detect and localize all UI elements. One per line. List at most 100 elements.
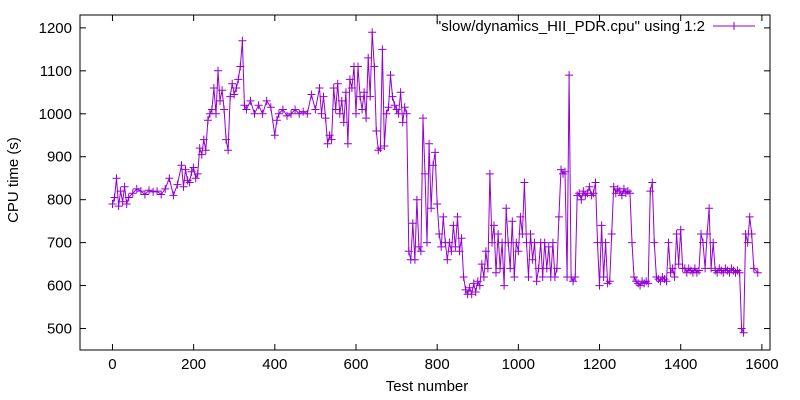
data-point-marker [238,36,247,45]
data-point-marker [735,268,744,277]
data-point-marker [532,277,541,286]
data-point-marker [195,144,204,153]
data-point-marker [520,178,529,187]
data-point-marker [443,255,452,264]
data-point-marker [579,187,588,196]
data-point-marker [216,96,224,105]
data-point-marker [333,79,342,88]
data-point-marker [457,234,466,243]
x-tick-label: 1200 [583,356,616,373]
data-point-marker [695,266,703,275]
data-point-marker [573,191,582,200]
data-point-marker [597,221,606,230]
data-point-marker [274,109,283,118]
legend: "slow/dynamics_HII_PDR.cpu" using 1:2 [436,18,755,35]
data-point-marker [319,92,328,101]
data-point-marker [197,150,206,159]
data-point-marker [335,109,344,118]
data-point-marker [287,109,296,118]
data-point-marker [644,279,653,288]
data-point-marker [433,200,442,208]
data-point-marker [212,109,220,118]
data-point-marker [483,264,492,273]
data-point-marker [593,238,602,247]
data-point-marker [169,191,178,200]
data-point-marker [559,169,567,178]
data-point-marker [321,114,330,123]
data-point-marker [502,204,511,213]
x-tick-label: 200 [181,356,206,373]
data-point-marker [485,169,494,178]
data-point-marker [114,202,123,211]
data-point-marker [240,101,249,110]
data-point-marker [538,273,547,281]
data-point-marker [672,230,681,238]
data-point-marker [550,273,559,281]
data-point-marker [648,178,657,187]
data-point-marker [589,189,598,198]
data-point-marker [421,169,429,178]
data-point-marker [733,266,742,275]
data-point-marker [374,146,383,155]
data-point-marker [705,204,714,213]
data-point-marker [343,139,352,148]
data-point-marker [512,238,521,247]
data-point-marker [587,191,596,200]
data-point-marker [542,264,551,273]
data-point-marker [477,260,486,269]
data-point-marker [670,273,679,281]
data-point-marker [218,86,227,95]
data-point-marker [203,116,212,125]
data-point-marker [585,182,594,191]
data-point-marker [471,288,480,296]
data-point-marker [234,75,243,84]
data-point-marker [179,182,188,191]
data-point-marker [311,105,320,114]
data-point-marker [737,324,746,333]
data-point-marker [410,255,419,264]
data-point-marker [412,195,421,204]
x-tick-label: 1000 [502,356,535,373]
data-point-marker [500,281,509,290]
data-point-marker [165,174,174,183]
data-point-marker [356,92,365,101]
data-point-marker [266,103,275,112]
data-point-marker [207,105,216,114]
data-point-marker [341,88,350,97]
data-point-marker [431,148,440,157]
data-point-marker [727,264,736,273]
data-point-marker [358,105,367,114]
x-tick-label: 400 [262,356,287,373]
data-point-marker [224,146,233,155]
data-point-marker [124,193,133,202]
data-point-marker [254,101,263,110]
data-point-marker [177,161,186,170]
data-point-marker [157,190,166,199]
data-point-marker [187,167,196,176]
data-point-marker [161,184,170,193]
data-point-marker [140,190,149,199]
data-point-marker [561,167,569,176]
data-point-marker [388,92,397,101]
data-point-marker [354,62,362,71]
data-point-marker [145,186,153,195]
data-point-marker [404,247,413,256]
data-point-marker [607,230,616,238]
data-point-marker [362,114,371,123]
legend-marker [730,22,738,30]
data-point-marker [540,238,549,247]
data-point-marker [709,238,718,247]
data-point-marker [668,264,677,273]
data-point-marker [337,96,346,105]
data-point-marker [676,225,685,234]
y-axis-label: CPU time (s) [5,137,22,223]
data-point-marker [120,182,129,191]
data-point-marker [743,238,752,247]
series-line-group [108,28,762,337]
data-point-marker [451,242,460,251]
data-point-marker [699,238,707,247]
data-point-marker [615,187,624,196]
data-point-marker [534,264,543,273]
data-point-marker [122,200,131,208]
